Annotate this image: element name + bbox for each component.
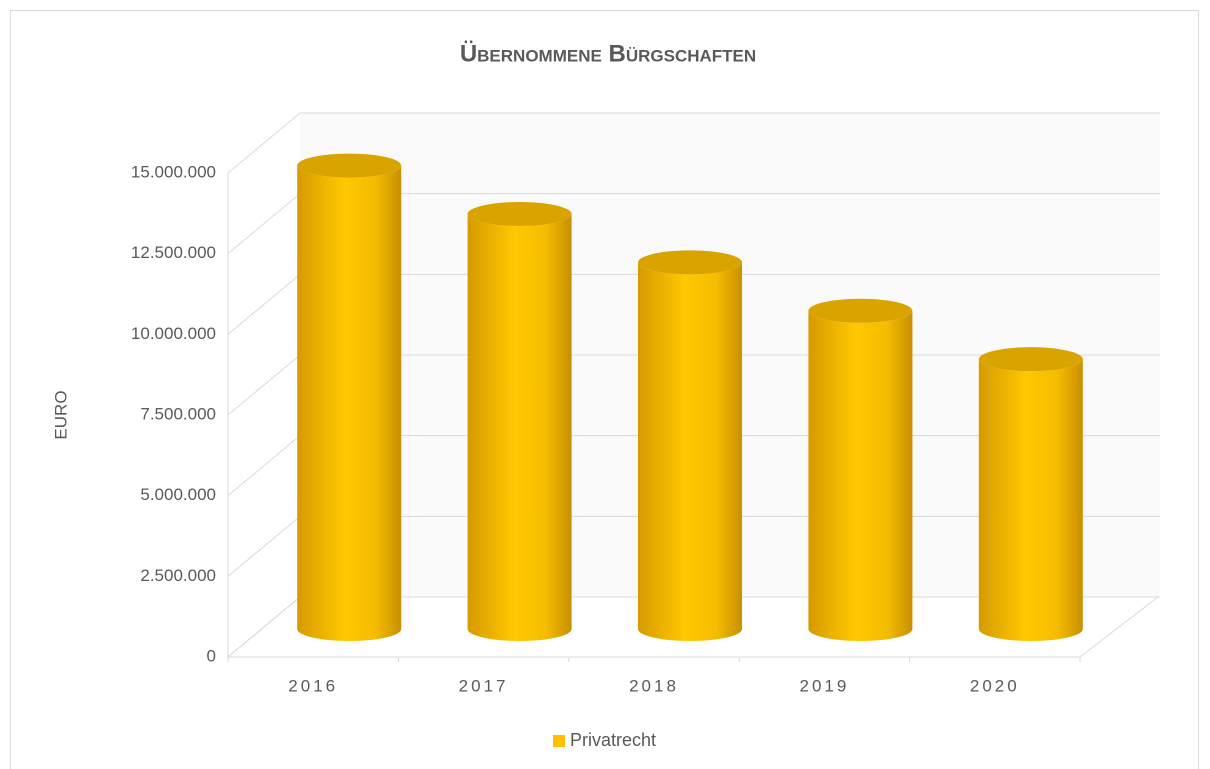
bar-top [467, 201, 572, 226]
x-tick-label: 2019 [799, 676, 849, 695]
y-tick-label: 7.500.000 [140, 404, 216, 423]
y-axis-label: EURO [51, 390, 70, 439]
x-tick-label: 2020 [970, 676, 1020, 695]
grid-line [227, 112, 301, 174]
bar [297, 165, 402, 641]
bar-top [297, 153, 402, 178]
y-tick-label: 10.000.000 [131, 324, 216, 343]
grid-line [227, 596, 301, 658]
legend-label: Privatrecht [570, 730, 656, 750]
bar [638, 262, 742, 641]
grid-line [227, 193, 301, 255]
bar-top [978, 347, 1083, 372]
grid-line [227, 515, 301, 577]
y-tick-label: 2.500.000 [140, 566, 216, 585]
chart-title: Übernommene Bürgschaften [460, 40, 756, 67]
bar-top [638, 250, 742, 275]
grid-line [227, 435, 301, 497]
bar-top [808, 298, 913, 323]
y-tick-label: 5.000.000 [140, 485, 216, 504]
x-tick-label: 2016 [288, 676, 338, 695]
bar [978, 359, 1083, 641]
y-tick-label: 0 [207, 646, 216, 665]
y-tick-label: 15.000.000 [131, 162, 216, 181]
grid-line [227, 354, 301, 416]
bar [467, 213, 572, 641]
grid-line [227, 273, 301, 335]
x-tick-label: 2017 [459, 676, 509, 695]
bar [808, 310, 913, 641]
legend-swatch [553, 735, 565, 747]
x-tick-label: 2018 [629, 676, 679, 695]
y-tick-label: 12.500.000 [131, 243, 216, 262]
